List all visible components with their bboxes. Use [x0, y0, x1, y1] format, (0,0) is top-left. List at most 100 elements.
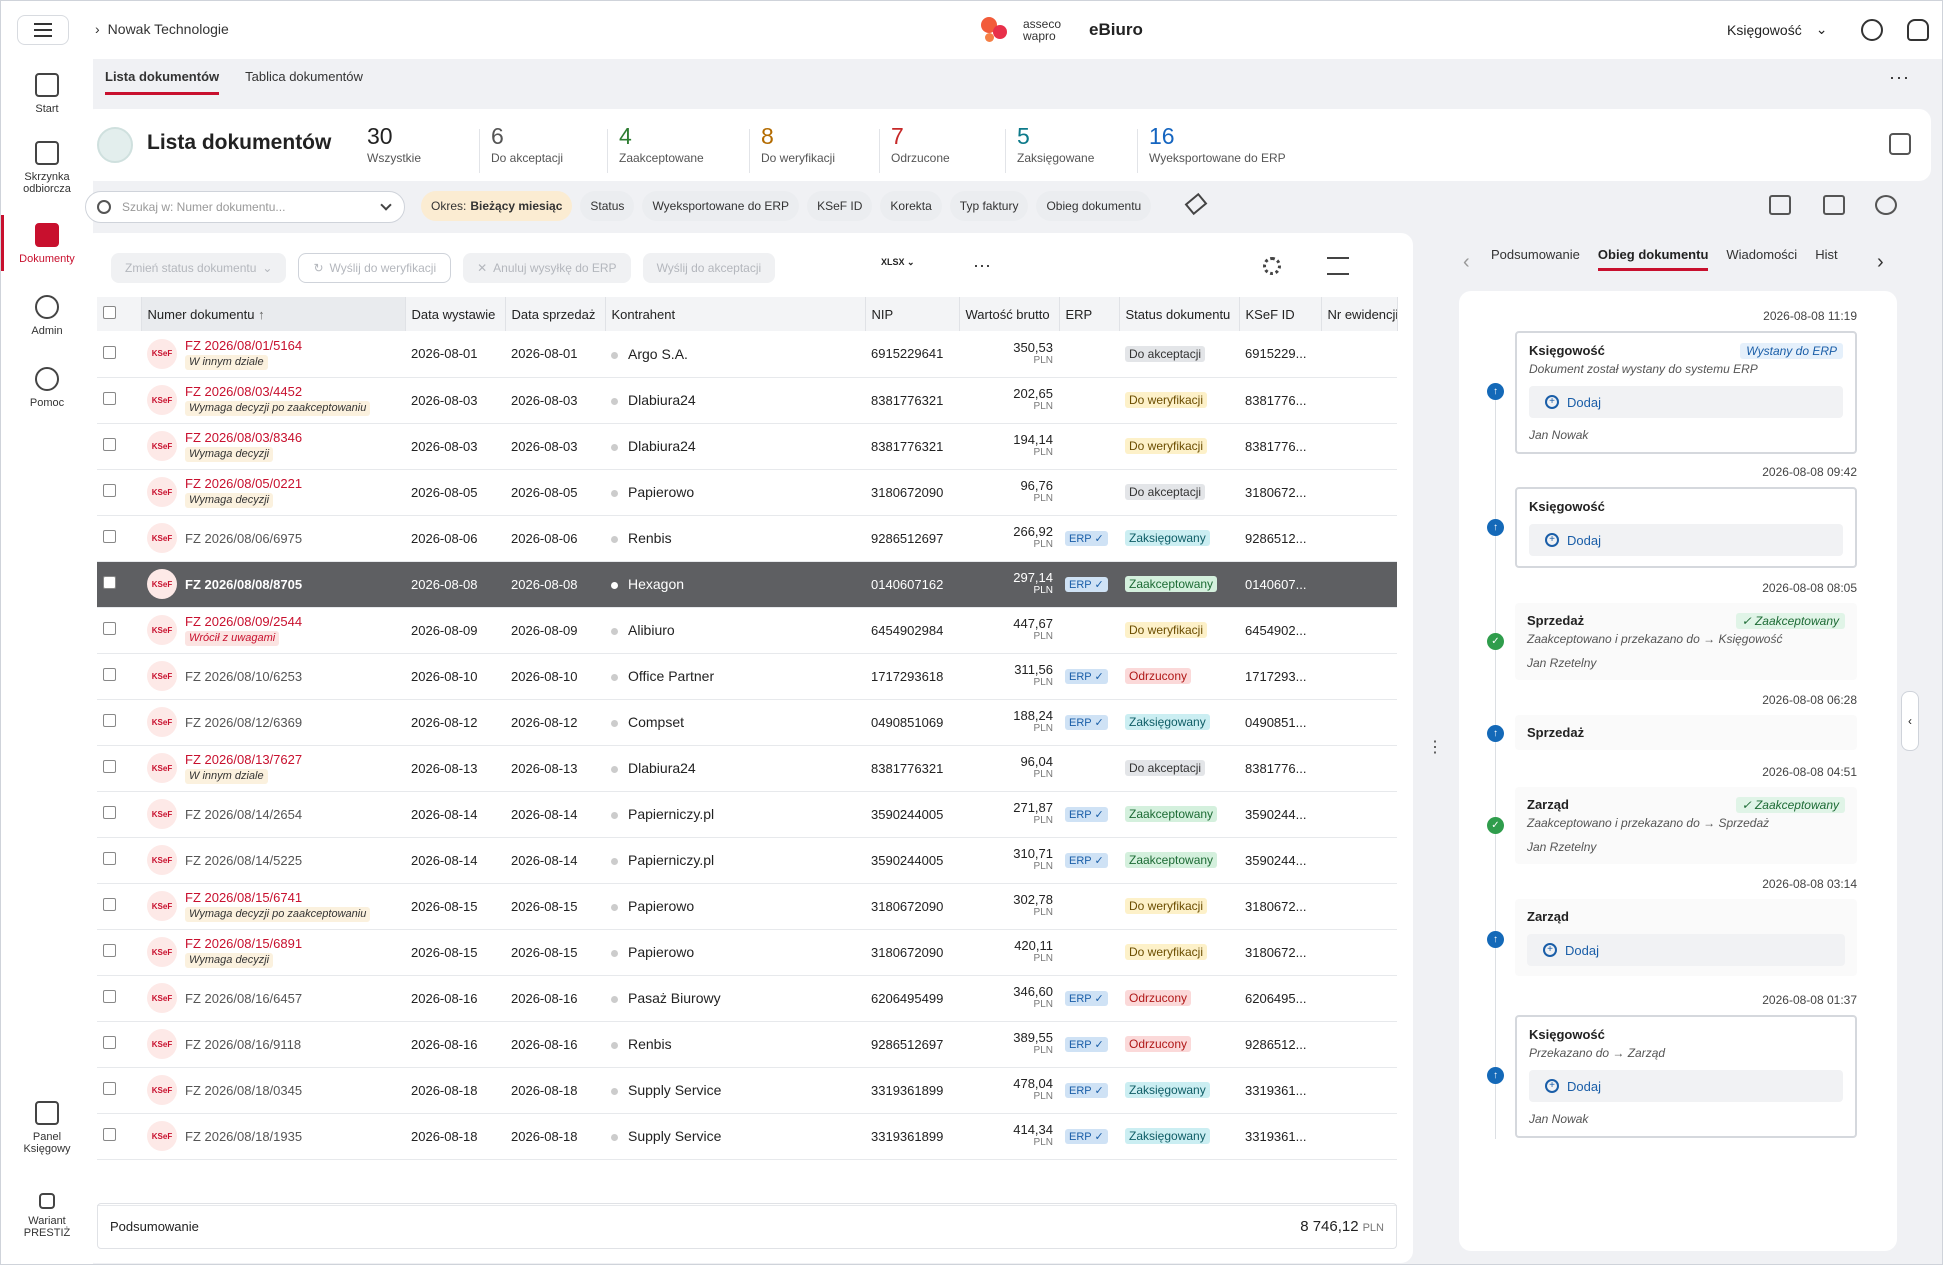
row-checkbox[interactable] [97, 1021, 141, 1068]
timeline-event[interactable]: Księgowość Wystany do ERP Dokument został … [1515, 331, 1857, 454]
document-number-cell[interactable]: KSeF FZ 2026/08/15/6741 Wymaga decyzji po … [141, 883, 405, 930]
tab-history[interactable]: Hist [1815, 247, 1838, 262]
menu-icon[interactable] [17, 15, 69, 45]
row-checkbox[interactable] [97, 745, 141, 792]
chevron-left-icon[interactable]: ‹ [1463, 251, 1470, 273]
breadcrumb-company[interactable]: Nowak Technologie [107, 21, 229, 37]
document-number-cell[interactable]: KSeF FZ 2026/08/14/2654 [141, 791, 405, 838]
column-header[interactable]: Kontrahent [605, 297, 866, 331]
panel-resize-handle[interactable]: ⋮ [1427, 739, 1443, 756]
tab-document-board[interactable]: Tablica dokumentów [245, 69, 363, 84]
row-checkbox[interactable] [97, 607, 141, 654]
document-number-cell[interactable]: KSeF FZ 2026/08/14/5225 [141, 837, 405, 884]
timeline-event[interactable]: Księgowość + Dodaj [1515, 487, 1857, 568]
row-checkbox[interactable] [97, 423, 141, 470]
filter-document-flow[interactable]: Obieg dokumentu [1036, 191, 1152, 221]
column-header[interactable]: Wartość brutto [959, 297, 1060, 331]
timeline-event[interactable]: Zarząd ✓ Zaakceptowany Zaakceptowano i prz… [1515, 787, 1857, 864]
document-number-cell[interactable]: KSeF FZ 2026/08/06/6975 [141, 515, 405, 562]
row-checkbox[interactable] [97, 1067, 141, 1114]
calendar-document-icon[interactable] [1769, 195, 1791, 215]
add-comment-button[interactable]: + Dodaj [1529, 386, 1843, 418]
table-row[interactable]: KSeF FZ 2026/08/06/6975 2026-08-06 2026-08-… [97, 515, 1397, 562]
breadcrumb[interactable]: › Nowak Technologie [95, 21, 229, 37]
tab-document-list[interactable]: Lista dokumentów [105, 69, 220, 95]
row-checkbox[interactable] [97, 653, 141, 700]
column-header[interactable]: KSeF ID [1239, 297, 1322, 331]
table-row[interactable]: KSeF FZ 2026/08/14/2654 2026-08-14 2026-08-… [97, 791, 1397, 838]
add-comment-button[interactable]: + Dodaj [1527, 934, 1845, 966]
row-checkbox[interactable] [97, 975, 141, 1022]
filter-exported-erp[interactable]: Wyeksportowane do ERP [642, 191, 800, 221]
row-checkbox[interactable] [97, 699, 141, 746]
sidebar-item-start[interactable]: Start [1, 73, 93, 115]
filter-period[interactable]: Okres: Bieżący miesiąc [421, 191, 573, 221]
document-number-cell[interactable]: KSeF FZ 2026/08/08/8705 [141, 561, 405, 608]
table-row[interactable]: KSeF FZ 2026/08/12/6369 2026-08-12 2026-08-… [97, 699, 1397, 746]
row-checkbox[interactable] [97, 331, 141, 378]
user-icon[interactable] [1861, 19, 1883, 41]
change-status-button[interactable]: Zmień status dokumentu ⌄ [111, 253, 287, 283]
column-header[interactable]: Nr ewidencji E [1321, 297, 1398, 331]
tab-messages[interactable]: Wiadomości [1726, 247, 1798, 262]
timeline-event[interactable]: Zarząd + Dodaj [1515, 899, 1857, 976]
sidebar-item-inbox[interactable]: Skrzynka odbiorcza [1, 141, 93, 195]
chevron-right-icon[interactable]: › [1877, 251, 1884, 273]
document-number-cell[interactable]: KSeF FZ 2026/08/13/7627 W innym dziale [141, 745, 405, 792]
more-actions-icon[interactable]: ··· [973, 255, 991, 275]
settings-document-icon[interactable] [1889, 133, 1911, 155]
column-header[interactable]: ERP [1059, 297, 1120, 331]
stat-item[interactable]: 7 Odrzucone [879, 123, 950, 173]
row-checkbox[interactable] [97, 1113, 141, 1160]
timeline-event[interactable]: Księgowość Przekazano do → Zarząd + Dodaj Ja… [1515, 1015, 1857, 1138]
stat-item[interactable]: 30 Wszystkie [367, 123, 421, 165]
row-checkbox[interactable] [97, 377, 141, 424]
table-row[interactable]: KSeF FZ 2026/08/09/2544 Wrócił z uwagami 20… [97, 607, 1397, 654]
select-all-checkbox[interactable] [97, 297, 142, 331]
document-number-cell[interactable]: KSeF FZ 2026/08/12/6369 [141, 699, 405, 746]
chevron-down-icon[interactable] [380, 199, 392, 211]
table-row[interactable]: KSeF FZ 2026/08/18/1935 2026-08-18 2026-08-… [97, 1113, 1397, 1160]
document-number-cell[interactable]: KSeF FZ 2026/08/05/0221 Wymaga decyzji [141, 469, 405, 516]
table-row[interactable]: KSeF FZ 2026/08/15/6741 Wymaga decyzji po … [97, 883, 1397, 930]
document-number-cell[interactable]: KSeF FZ 2026/08/09/2544 Wrócił z uwagami [141, 607, 405, 654]
table-row[interactable]: KSeF FZ 2026/08/16/6457 2026-08-16 2026-08-… [97, 975, 1397, 1022]
row-checkbox[interactable] [97, 929, 141, 976]
send-to-acceptance-button[interactable]: Wyślij do akceptacji [642, 253, 776, 283]
stat-item[interactable]: 5 Zaksięgowane [1005, 123, 1094, 173]
tab-summary[interactable]: Podsumowanie [1491, 247, 1580, 262]
cancel-erp-send-button[interactable]: ✕ Anuluj wysyłkę do ERP [463, 253, 631, 283]
table-row[interactable]: KSeF FZ 2026/08/03/4452 Wymaga decyzji po … [97, 377, 1397, 424]
column-header[interactable]: Numer dokumentu ↑ [141, 297, 406, 331]
more-options-icon[interactable]: ··· [1889, 67, 1910, 87]
table-row[interactable]: KSeF FZ 2026/08/13/7627 W innym dziale 2026… [97, 745, 1397, 792]
table-row[interactable]: KSeF FZ 2026/08/10/6253 2026-08-10 2026-08-… [97, 653, 1397, 700]
filter-status[interactable]: Status [580, 191, 635, 221]
row-checkbox[interactable] [97, 883, 141, 930]
filter-list-icon[interactable] [1823, 195, 1845, 215]
document-number-cell[interactable]: KSeF FZ 2026/08/01/5164 W innym dziale [141, 331, 405, 378]
document-number-cell[interactable]: KSeF FZ 2026/08/15/6891 Wymaga decyzji [141, 929, 405, 976]
row-checkbox[interactable] [97, 837, 141, 884]
document-number-cell[interactable]: KSeF FZ 2026/08/16/9118 [141, 1021, 405, 1068]
row-checkbox[interactable] [97, 791, 141, 838]
document-number-cell[interactable]: KSeF FZ 2026/08/18/0345 [141, 1067, 405, 1114]
send-to-verification-button[interactable]: ↻ Wyślij do weryfikacji [298, 253, 452, 283]
table-row[interactable]: KSeF FZ 2026/08/15/6891 Wymaga decyzji 2026… [97, 929, 1397, 976]
sidebar-item-admin[interactable]: Admin [1, 295, 93, 337]
add-comment-button[interactable]: + Dodaj [1529, 1070, 1843, 1102]
bell-icon[interactable] [1907, 19, 1929, 41]
timeline-event[interactable]: Sprzedaż ✓ Zaakceptowany Zaakceptowano i p… [1515, 603, 1857, 680]
view-list-icon[interactable] [1327, 257, 1349, 275]
column-header[interactable]: Data sprzedaż [505, 297, 606, 331]
column-header[interactable]: Data wystawie [405, 297, 506, 331]
document-number-cell[interactable]: KSeF FZ 2026/08/03/4452 Wymaga decyzji po … [141, 377, 405, 424]
table-row[interactable]: KSeF FZ 2026/08/16/9118 2026-08-16 2026-08-… [97, 1021, 1397, 1068]
row-checkbox[interactable] [97, 561, 141, 608]
timeline-event[interactable]: Sprzedaż [1515, 715, 1857, 750]
table-row[interactable]: KSeF FZ 2026/08/01/5164 W innym dziale 2026… [97, 331, 1397, 378]
document-number-cell[interactable]: KSeF FZ 2026/08/10/6253 [141, 653, 405, 700]
sidebar-item-plan[interactable]: Wariant PRESTIŻ [1, 1193, 93, 1239]
column-header[interactable]: NIP [865, 297, 960, 331]
column-header[interactable]: Status dokumentu [1119, 297, 1240, 331]
